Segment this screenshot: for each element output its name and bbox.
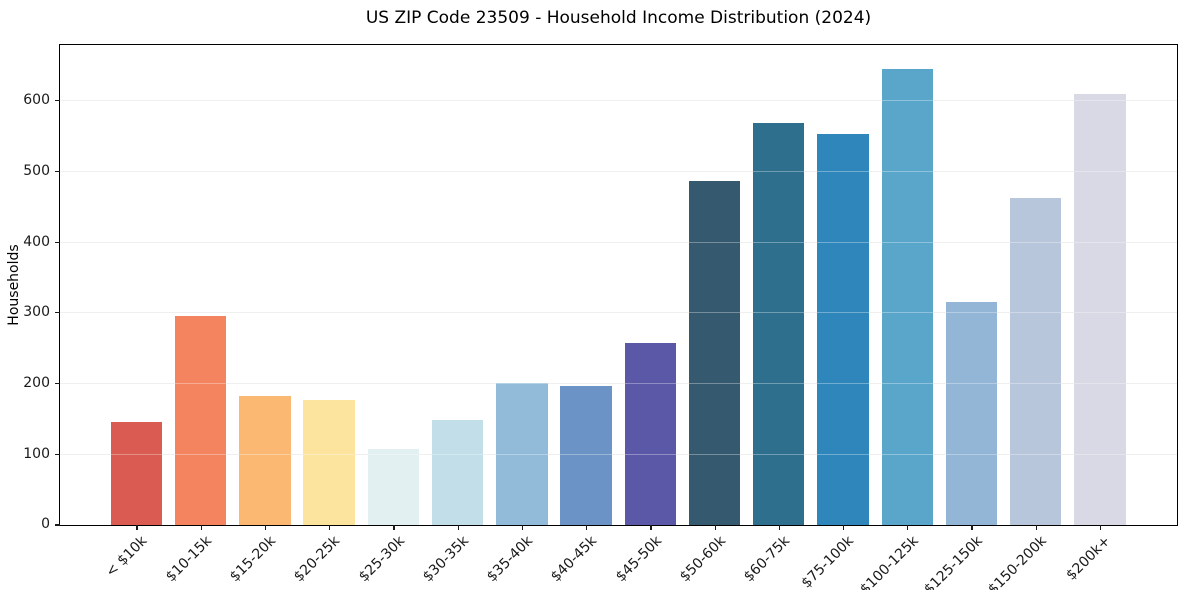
y-tick-label: 300 xyxy=(23,304,50,321)
bar-100-125k xyxy=(881,68,933,525)
gridline-overlay xyxy=(60,241,1177,243)
x-tick-label-text: $200k+ xyxy=(1063,533,1115,584)
x-tick-mark xyxy=(200,525,202,530)
gridline xyxy=(60,382,1177,384)
gridline xyxy=(60,100,1177,102)
x-tick-mark xyxy=(136,525,138,530)
x-tick-mark xyxy=(907,525,909,530)
y-tick-label: 400 xyxy=(23,233,50,250)
y-tick-label: 100 xyxy=(23,445,50,462)
x-tick-label-text: $150-200k xyxy=(985,533,1051,590)
x-tick-mark xyxy=(1099,525,1102,530)
x-tick-label-text: $15-20k xyxy=(227,533,280,586)
x-tick-label-text: $20-25k xyxy=(291,533,344,586)
x-tick-mark xyxy=(329,525,331,530)
y-tick-mark xyxy=(55,524,60,526)
bar-35-40k xyxy=(496,382,548,525)
x-tick-label-text: $75-100k xyxy=(798,533,858,590)
y-tick-label: 200 xyxy=(23,374,50,391)
y-tick-label: 0 xyxy=(41,516,50,533)
x-tick-label-text: $100-125k xyxy=(856,533,922,590)
x-tick-label-text: $10-15k xyxy=(162,533,215,586)
bar-50-60k xyxy=(688,181,741,525)
bar-10k xyxy=(110,421,163,525)
x-tick-mark xyxy=(778,525,780,530)
y-tick-mark xyxy=(55,170,60,173)
bar-60-75k xyxy=(753,123,805,525)
x-tick-mark xyxy=(457,525,459,530)
bar-125-150k xyxy=(945,301,998,525)
x-tick-mark xyxy=(393,525,395,530)
gridline xyxy=(60,170,1177,172)
x-tick-mark xyxy=(650,525,652,530)
plot-area: 0 100 200 300 400 500 600 < $10k $10-15k $15-20k $… xyxy=(23,44,1178,590)
x-tick-label-text: $40-45k xyxy=(548,533,601,586)
x-tick-mark xyxy=(521,525,524,530)
x-tick-mark xyxy=(1035,525,1037,530)
x-tick-label-text: $35-40k xyxy=(484,533,537,586)
y-tick-mark xyxy=(55,312,60,314)
x-tick-label-text: $125-150k xyxy=(921,533,986,590)
x-tick-label-text: $50-60k xyxy=(676,533,729,586)
gridline xyxy=(60,312,1177,314)
bar-75-100k xyxy=(817,134,869,525)
bar-20-25k xyxy=(303,399,355,525)
x-tick-mark xyxy=(971,525,973,530)
bar-30-35k xyxy=(431,420,484,525)
bar-15-20k xyxy=(239,396,291,525)
gridline xyxy=(60,453,1177,455)
bar-200k xyxy=(1074,93,1126,525)
bar-10-15k xyxy=(174,316,227,525)
x-tick-mark xyxy=(264,525,267,530)
x-tick-mark xyxy=(714,525,716,530)
y-tick-mark xyxy=(55,453,60,455)
bar-150-200k xyxy=(1010,197,1062,525)
gridline-overlay xyxy=(60,312,1177,314)
x-tick-label-text: < $10k xyxy=(103,533,151,581)
x-tick-label-text: $45-50k xyxy=(612,533,665,586)
y-tick-mark xyxy=(55,100,60,102)
gridline-overlay xyxy=(60,453,1177,455)
y-tick-mark xyxy=(55,382,60,385)
x-tick-label-text: $60-75k xyxy=(740,533,794,586)
x-tick-label-text: $25-30k xyxy=(355,533,408,586)
gridline xyxy=(60,241,1177,243)
y-tick-mark xyxy=(55,241,60,243)
bar-45-50k xyxy=(624,343,676,525)
bar-40-45k xyxy=(560,385,612,525)
y-axis-label-text: Households xyxy=(6,244,22,326)
y-tick-label: 600 xyxy=(23,92,50,109)
chart-title: US ZIP Code 23509 - Household Income Dis… xyxy=(365,8,872,28)
x-tick-mark xyxy=(586,525,588,530)
x-tick-label-text: $30-35k xyxy=(419,533,472,586)
gridline-overlay xyxy=(60,170,1177,172)
y-tick-label: 500 xyxy=(23,162,50,179)
x-tick-mark xyxy=(843,525,845,530)
gridline-overlay xyxy=(60,382,1177,384)
gridline-overlay xyxy=(60,100,1177,102)
bar-25-30k xyxy=(367,448,420,525)
